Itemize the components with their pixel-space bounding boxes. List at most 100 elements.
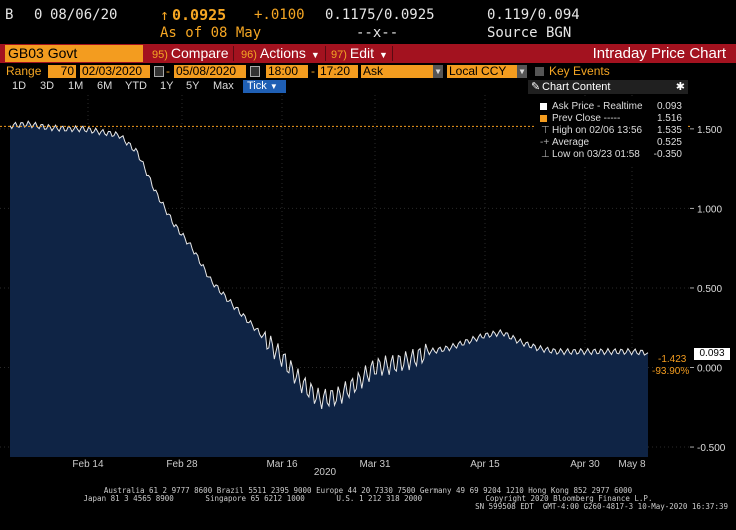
x-axis: Feb 14 Feb 28 Mar 16 Mar 31 Apr 15 Apr 30 May … — [72, 459, 646, 470]
legend-label: High on 02/06 13:56 — [552, 125, 643, 136]
pencil-icon: ✎ — [531, 81, 541, 93]
legend: Ask Price - Realtime 0.093 Prev Close ---… — [536, 98, 686, 164]
edit-label: Edit — [349, 45, 375, 61]
edit-num: 97) — [331, 49, 347, 61]
period-3d[interactable]: 3D — [40, 80, 55, 92]
legend-item[interactable]: -+ Average 0.525 — [536, 137, 686, 149]
y-tick-label: 1.500 — [697, 125, 722, 136]
calendar-icon[interactable] — [250, 66, 260, 77]
divider — [233, 46, 234, 61]
tick-label: Tick — [247, 80, 267, 92]
bars-field[interactable]: 70 — [48, 65, 76, 78]
actions-label: Actions — [259, 45, 306, 61]
period-5y[interactable]: 5Y — [186, 80, 200, 92]
footer-line-1: Australia 61 2 9777 8600 Brazil 5511 239… — [103, 486, 633, 495]
chevron-down-icon[interactable]: ▼ — [433, 65, 443, 78]
chevron-down-icon: ▼ — [379, 50, 388, 60]
chart-content-panel[interactable]: ✎ Chart Content ✱ — [528, 80, 688, 94]
bid-ask-size: 0.119/0.094 — [487, 7, 580, 23]
price-area — [10, 121, 648, 457]
low-marker-icon: ⊥ — [541, 149, 550, 160]
chart-content-label: Chart Content — [542, 81, 611, 93]
x-tick-label: Apr 15 — [470, 459, 500, 470]
divider — [392, 46, 393, 61]
end-time-field[interactable]: 17:20 — [318, 65, 358, 78]
legend-value: 1.516 — [656, 113, 682, 124]
last-price-tag: 0.093 — [694, 348, 730, 360]
high-marker-icon: ⊤ — [541, 125, 550, 136]
compare-label: Compare — [170, 45, 229, 61]
period-1m[interactable]: 1M — [68, 80, 84, 92]
start-date-field[interactable]: 02/03/2020 — [80, 65, 150, 78]
legend-value: -0.350 — [653, 149, 682, 160]
legend-item[interactable]: ⊥ Low on 03/23 01:58 -0.350 — [536, 149, 686, 161]
period-max[interactable]: Max — [213, 80, 234, 92]
x-tick-label: Mar 31 — [359, 459, 391, 470]
legend-item[interactable]: ⊤ High on 02/06 13:56 1.535 — [536, 125, 686, 137]
y-tick-label: 1.000 — [697, 204, 722, 215]
period-ytd[interactable]: YTD — [125, 80, 147, 92]
x-axis-label: 2020 — [314, 467, 337, 478]
period-1y[interactable]: 1Y — [160, 80, 174, 92]
y-tick-label: 0.500 — [697, 284, 722, 295]
quote-date: 08/06/20 — [50, 7, 118, 23]
y-axis: 1.500 1.000 0.500 0.000 -0.500 — [690, 125, 726, 454]
settings-icon[interactable]: ✱ — [675, 81, 685, 93]
ticker-field[interactable]: GB03 Govt — [5, 45, 143, 62]
average-marker-icon: -+ — [540, 137, 550, 148]
time-dash: - — [311, 64, 315, 78]
legend-value: 0.525 — [656, 137, 682, 148]
bid-number: 0 — [34, 7, 43, 23]
change-pct-label: -93.90% — [652, 366, 690, 377]
x-tick-label: May 8 — [618, 459, 646, 470]
legend-item[interactable]: Ask Price - Realtime 0.093 — [536, 101, 686, 113]
x-tick-label: Feb 28 — [166, 459, 198, 470]
period-1d[interactable]: 1D — [12, 80, 27, 92]
legend-label: Average — [552, 137, 590, 148]
field-select[interactable]: Ask — [361, 65, 433, 78]
start-time-field[interactable]: 18:00 — [266, 65, 308, 78]
dashes: --x-- — [356, 25, 399, 41]
as-of-date: As of 08 May — [160, 25, 262, 41]
legend-item[interactable]: Prev Close ----- 1.516 — [536, 113, 686, 125]
last-price: 0.0925 — [172, 6, 227, 24]
x-tick-label: Feb 14 — [72, 459, 104, 470]
price-line — [9, 120, 649, 409]
legend-value: 1.535 — [656, 125, 682, 136]
bid-ask: 0.1175/0.0925 — [325, 7, 435, 23]
up-arrow-icon: ↑ — [160, 6, 170, 24]
legend-label: Low on 03/23 01:58 — [552, 149, 640, 160]
x-tick-label: Apr 30 — [570, 459, 600, 470]
compare-num: 95) — [152, 49, 168, 61]
bid-prefix: B — [5, 7, 14, 23]
legend-value: 0.093 — [656, 101, 682, 112]
key-events-checkbox[interactable] — [535, 67, 544, 76]
chevron-down-icon: ▼ — [269, 82, 278, 91]
chevron-down-icon[interactable]: ▼ — [517, 65, 527, 78]
edit-menu[interactable]: 97) Edit ▼ — [331, 44, 388, 63]
tick-dropdown[interactable]: Tick ▼ — [243, 80, 286, 93]
source-label: Source BGN — [487, 25, 572, 41]
end-date-field[interactable]: 05/08/2020 — [174, 65, 246, 78]
chevron-down-icon: ▼ — [310, 50, 320, 60]
toolbar — [0, 44, 736, 63]
compare-button[interactable]: 95) Compare — [152, 44, 229, 63]
change-label: -1.423 — [658, 354, 687, 365]
y-tick-label: -0.500 — [697, 443, 726, 454]
footer-line-2: Japan 81 3 4565 8900 Singapore 65 6212 1… — [83, 494, 653, 503]
actions-num: 96) — [241, 49, 257, 61]
price-chart[interactable]: 1.500 1.000 0.500 0.000 -0.500 Feb 14 Feb 28 M… — [0, 95, 736, 485]
period-6m[interactable]: 6M — [97, 80, 113, 92]
net-change: +.0100 — [254, 7, 305, 23]
legend-label: Ask Price - Realtime — [552, 101, 643, 112]
y-tick-label: 0.000 — [697, 364, 722, 375]
currency-select[interactable]: Local CCY — [447, 65, 517, 78]
range-dash: - — [166, 64, 170, 78]
calendar-icon[interactable] — [154, 66, 164, 77]
x-tick-label: Mar 16 — [266, 459, 298, 470]
page-title: Intraday Price Chart — [592, 45, 726, 62]
legend-swatch — [540, 103, 547, 110]
actions-menu[interactable]: 96) Actions ▼ — [241, 44, 320, 63]
legend-swatch — [540, 115, 547, 122]
key-events-label: Key Events — [549, 64, 610, 78]
